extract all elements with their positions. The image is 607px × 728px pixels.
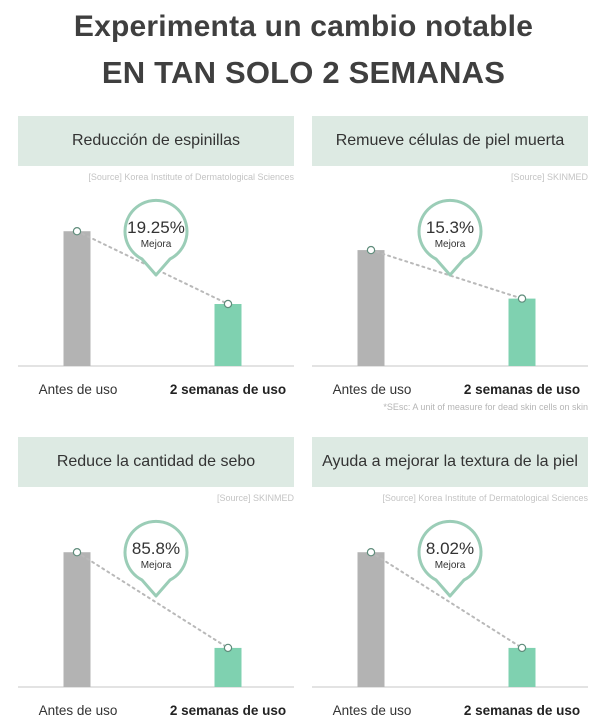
improvement-label: Mejora — [141, 239, 172, 250]
trend-marker — [366, 245, 376, 255]
callout-bubble — [417, 519, 483, 598]
chart-panel: Reducción de espinillas [Source] Korea I… — [18, 116, 294, 401]
bar-chart: 19.25% Mejora — [18, 198, 294, 367]
bar-chart: 85.8% Mejora — [18, 519, 294, 688]
improvement-value: 85.8% — [132, 539, 180, 558]
callout-bubble — [123, 519, 189, 598]
x-label-after: 2 semanas de uso — [169, 382, 287, 397]
bar-after — [214, 647, 242, 687]
chart-panel: Ayuda a mejorar la textura de la piel [S… — [312, 437, 588, 722]
trend-marker — [72, 227, 82, 236]
bar-before — [357, 552, 385, 687]
chart-title: Reduce la cantidad de sebo — [18, 437, 294, 487]
bar-after — [508, 298, 536, 366]
x-label-before: Antes de uso — [38, 703, 118, 718]
x-label-before: Antes de uso — [38, 382, 118, 397]
chart-source: [Source] Korea Institute of Dermatologic… — [382, 493, 588, 503]
trend-marker — [517, 294, 527, 303]
improvement-value: 15.3% — [426, 218, 474, 237]
trend-line — [76, 551, 229, 649]
bar-chart: 8.02% Mejora — [312, 519, 588, 688]
bar-after — [508, 647, 536, 687]
bar-before — [63, 552, 91, 687]
chart-source: [Source] Korea Institute of Dermatologic… — [88, 172, 294, 182]
callout-bubble — [417, 198, 483, 277]
headline-line-1: Experimenta un cambio notable — [73, 10, 534, 43]
improvement-callout: 85.8% Mejora — [123, 519, 189, 598]
chart-title: Reducción de espinillas — [18, 116, 294, 166]
x-label-after: 2 semanas de uso — [169, 703, 287, 718]
improvement-value: 8.02% — [426, 539, 474, 558]
chart-footnote: *SEsc: A unit of measure for dead skin c… — [383, 402, 588, 412]
trend-marker — [223, 643, 233, 653]
chart-panel: Reduce la cantidad de sebo [Source] SKIN… — [18, 437, 294, 722]
chart-title: Ayuda a mejorar la textura de la piel — [312, 437, 588, 487]
bar-after — [214, 304, 242, 366]
trend-line — [370, 551, 523, 649]
bar-before — [63, 231, 91, 366]
x-label-after: 2 semanas de uso — [463, 703, 581, 718]
trend-marker — [366, 548, 376, 557]
x-label-after: 2 semanas de uso — [463, 382, 581, 397]
bar-before — [357, 250, 385, 366]
improvement-value: 19.25% — [127, 218, 185, 237]
improvement-callout: 8.02% Mejora — [417, 519, 483, 598]
trend-marker — [517, 643, 527, 653]
trend-line — [370, 249, 523, 300]
x-label-before: Antes de uso — [332, 382, 412, 397]
x-label-before: Antes de uso — [332, 703, 412, 718]
headline-line-2: EN TAN SOLO 2 SEMANAS — [101, 55, 506, 90]
improvement-label: Mejora — [141, 560, 172, 571]
trend-marker — [223, 299, 233, 309]
improvement-label: Mejora — [435, 560, 466, 571]
chart-source: [Source] SKINMED — [216, 493, 294, 503]
improvement-label: Mejora — [435, 239, 466, 250]
improvement-callout: 19.25% Mejora — [123, 198, 189, 277]
bar-chart: 15.3% Mejora — [312, 198, 588, 367]
trend-marker — [72, 548, 82, 557]
improvement-callout: 15.3% Mejora — [417, 198, 483, 277]
callout-bubble — [123, 198, 189, 277]
chart-source: [Source] SKINMED — [510, 172, 588, 182]
chart-title: Remueve células de piel muerta — [312, 116, 588, 166]
chart-panel: Remueve células de piel muerta [Source] … — [312, 116, 588, 412]
